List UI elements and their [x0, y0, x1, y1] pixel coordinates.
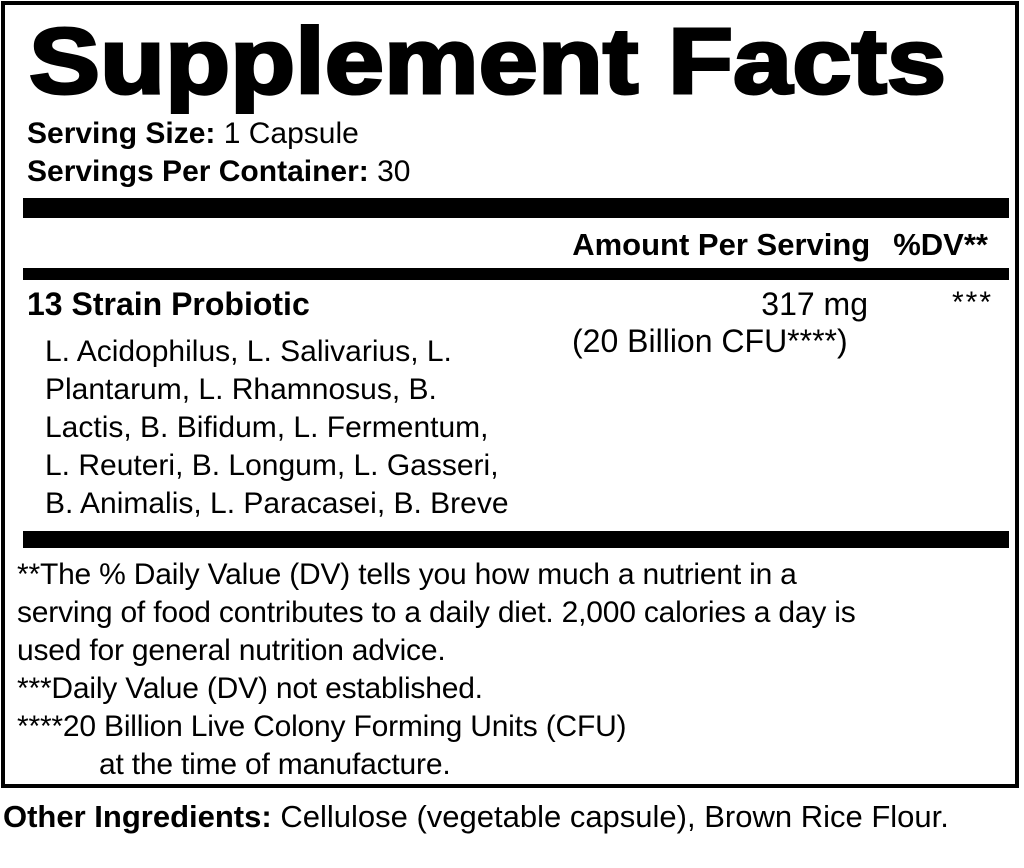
footnote-line: **The % Daily Value (DV) tells you how m…	[17, 558, 797, 591]
ingredient-cfu-note: (20 Billion CFU****)	[572, 323, 848, 359]
footnotes: **The % Daily Value (DV) tells you how m…	[17, 556, 856, 784]
amount-per-serving-header: Amount Per Serving	[572, 227, 871, 262]
strain-list: L. Acidophilus, L. Salivarius, L. Planta…	[45, 333, 509, 523]
other-ingredients: Other Ingredients: Cellulose (vegetable …	[3, 796, 961, 837]
strain-line: Plantarum, L. Rhamnosus, B.	[45, 373, 437, 406]
strain-line: B. Animalis, L. Paracasei, B. Breve	[45, 487, 509, 520]
facts-panel-border: Supplement Facts Serving Size: 1 Capsule…	[1, 1, 1019, 788]
other-ingredients-label: Other Ingredients:	[3, 799, 272, 834]
strain-line: Lactis, B. Bifidum, L. Fermentum,	[45, 411, 489, 444]
serving-size-line: Serving Size: 1 Capsule	[27, 115, 410, 153]
ingredient-name: 13 Strain Probiotic	[27, 286, 310, 322]
strain-line: L. Acidophilus, L. Salivarius, L.	[45, 335, 452, 368]
footnote-line: serving of food contributes to a daily d…	[17, 596, 856, 629]
divider-bar-header	[23, 268, 1009, 280]
servings-per-container-value: 30	[377, 155, 411, 188]
servings-per-container-line: Servings Per Container: 30	[27, 153, 410, 191]
ingredient-amount: 317 mg	[761, 286, 868, 322]
footnote-line: at the time of manufacture.	[99, 748, 451, 781]
strain-line: L. Reuteri, B. Longum, L. Gasseri,	[45, 449, 499, 482]
footnote-line: ***Daily Value (DV) not established.	[17, 672, 483, 705]
divider-bar-bottom	[23, 531, 1009, 548]
footnote-line: ****20 Billion Live Colony Forming Units…	[17, 710, 627, 743]
divider-bar-top	[23, 198, 1009, 218]
percent-dv-header: %DV**	[893, 227, 988, 262]
serving-size-value: 1 Capsule	[223, 117, 359, 150]
ingredient-dv-asterisks: ***	[951, 286, 993, 319]
servings-per-container-label: Servings Per Container:	[27, 155, 369, 188]
other-ingredients-value: Cellulose (vegetable capsule), Brown Ric…	[271, 799, 949, 834]
footnote-line: used for general nutrition advice.	[17, 634, 446, 667]
column-header: Amount Per Serving %DV**	[572, 227, 988, 263]
panel-title: Supplement Facts	[27, 9, 948, 113]
serving-info: Serving Size: 1 Capsule Servings Per Con…	[27, 115, 410, 191]
serving-size-label: Serving Size:	[27, 117, 216, 150]
